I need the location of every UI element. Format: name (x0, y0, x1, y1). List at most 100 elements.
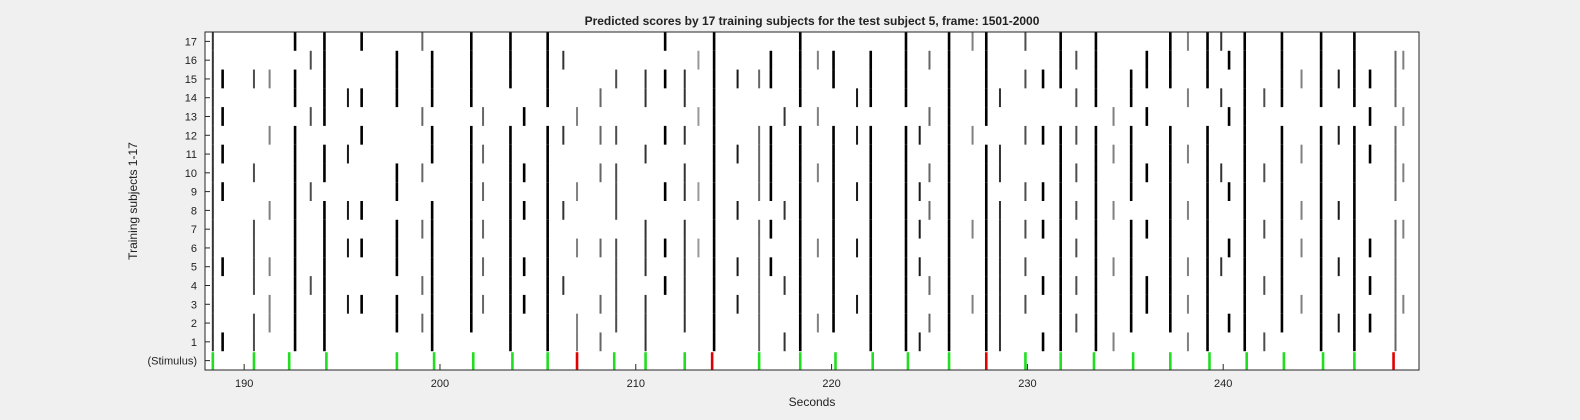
score-mark (984, 201, 988, 220)
score-mark (1169, 182, 1172, 201)
score-mark (211, 294, 214, 314)
score-mark (546, 182, 549, 201)
stimulus-mark-correct (644, 352, 647, 370)
score-mark (482, 257, 485, 277)
score-mark (395, 238, 399, 258)
y-tick-label: 7 (191, 224, 197, 236)
score-mark (1206, 332, 1209, 352)
score-mark (1280, 69, 1284, 89)
y-tick-label: 4 (191, 281, 197, 293)
stimulus-mark-correct (683, 352, 687, 370)
score-mark (798, 88, 802, 108)
score-mark (1353, 332, 1356, 352)
score-mark (904, 163, 908, 183)
score-mark (1186, 32, 1189, 51)
score-mark (509, 257, 512, 277)
score-mark (869, 257, 873, 277)
x-tick-label: 230 (1018, 378, 1036, 390)
score-mark (683, 276, 686, 295)
score-mark (712, 276, 716, 295)
score-mark (509, 294, 512, 314)
score-mark (482, 294, 485, 314)
score-mark (522, 201, 526, 220)
score-mark (1094, 144, 1098, 164)
score-mark (1280, 32, 1284, 51)
score-mark (1319, 125, 1323, 145)
score-mark (1094, 182, 1098, 201)
score-mark (1300, 201, 1303, 220)
score-mark (736, 69, 739, 89)
score-mark (904, 182, 908, 201)
score-mark (998, 294, 1001, 314)
score-mark (947, 125, 951, 145)
score-mark (904, 332, 908, 352)
score-mark (1059, 125, 1062, 145)
score-mark (1206, 257, 1209, 277)
score-mark (904, 88, 908, 108)
score-mark (918, 257, 921, 277)
score-mark (769, 257, 773, 277)
score-mark (509, 219, 512, 239)
score-mark (1024, 294, 1027, 314)
score-mark (268, 313, 271, 333)
score-mark (1353, 88, 1356, 108)
score-mark (644, 144, 647, 164)
score-mark (1059, 332, 1062, 352)
score-mark (268, 201, 271, 220)
score-mark (509, 332, 512, 352)
score-mark (1394, 69, 1397, 89)
score-mark (1353, 238, 1356, 258)
score-mark (984, 257, 988, 277)
score-mark (252, 313, 255, 333)
score-mark (1353, 257, 1356, 277)
score-mark (1206, 144, 1209, 164)
score-mark (736, 257, 739, 277)
score-mark (1041, 332, 1045, 352)
score-mark (816, 107, 819, 126)
score-mark (869, 294, 873, 314)
score-mark (546, 163, 549, 183)
score-mark (1169, 50, 1172, 70)
chart-title: Predicted scores by 17 training subjects… (585, 14, 1040, 28)
x-axis-label: Seconds (789, 395, 836, 409)
score-mark (1263, 276, 1266, 295)
score-mark (522, 257, 526, 277)
score-mark (758, 69, 761, 89)
stimulus-mark-correct (395, 352, 399, 370)
score-mark (1319, 69, 1323, 89)
score-mark (1145, 163, 1149, 183)
score-mark (1206, 50, 1209, 70)
score-mark (758, 182, 761, 201)
score-mark (918, 332, 921, 352)
score-mark (1169, 163, 1172, 183)
score-mark (323, 332, 326, 352)
score-mark (869, 182, 873, 201)
stimulus-mark-correct (432, 352, 436, 370)
score-mark (309, 50, 312, 70)
score-mark (421, 32, 424, 51)
score-mark (984, 144, 988, 164)
score-mark (984, 182, 988, 201)
stimulus-marks (211, 352, 1395, 370)
score-mark (211, 201, 214, 220)
score-mark (1075, 201, 1078, 220)
score-mark (1129, 125, 1133, 145)
score-mark (1169, 69, 1172, 89)
score-mark (798, 313, 802, 333)
score-mark (798, 257, 802, 277)
score-mark (1075, 88, 1078, 108)
score-mark (798, 69, 802, 89)
score-mark (1394, 276, 1397, 295)
score-mark (430, 294, 434, 314)
score-mark (1094, 257, 1098, 277)
score-mark (309, 107, 312, 126)
score-mark (323, 144, 326, 164)
score-mark (1227, 313, 1231, 333)
score-mark (482, 107, 485, 126)
score-mark (663, 238, 667, 258)
score-mark (869, 332, 873, 352)
y-tick-label: 12 (185, 130, 197, 142)
score-mark (470, 163, 473, 183)
y-tick-label: 6 (191, 243, 197, 255)
score-mark (904, 257, 908, 277)
